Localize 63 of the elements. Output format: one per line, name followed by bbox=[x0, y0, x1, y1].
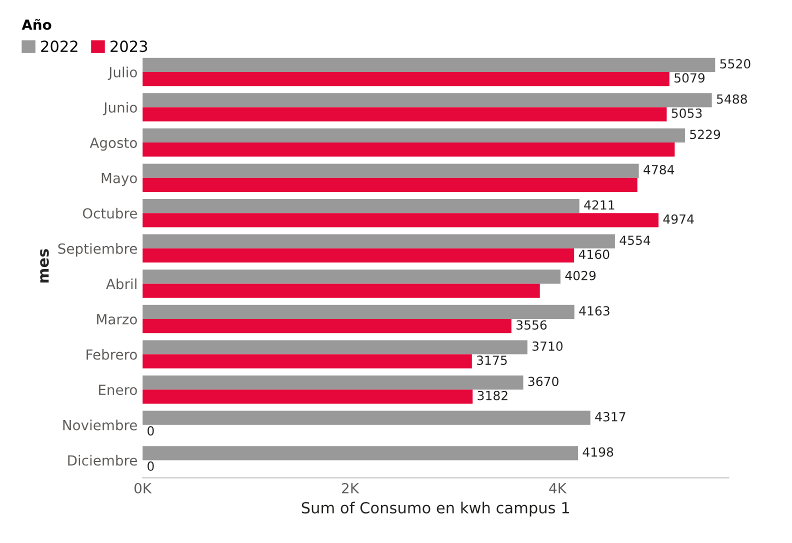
bar bbox=[142, 213, 659, 228]
bar bbox=[142, 319, 512, 334]
data-label: 4163 bbox=[579, 306, 610, 316]
bar bbox=[142, 234, 615, 248]
x-tick-label: 0K bbox=[134, 482, 152, 494]
legend-title: Año bbox=[22, 18, 52, 30]
legend-label: 2022 bbox=[41, 40, 78, 52]
bar bbox=[142, 390, 473, 404]
data-label: 5229 bbox=[690, 130, 720, 140]
y-tick-label: Marzo bbox=[97, 314, 137, 324]
bar bbox=[142, 164, 639, 178]
data-label: 4160 bbox=[578, 250, 610, 260]
data-label: 5053 bbox=[672, 108, 702, 118]
y-axis-title: mes bbox=[40, 249, 49, 282]
bar bbox=[142, 128, 685, 143]
data-label: 3175 bbox=[477, 356, 507, 365]
bar bbox=[142, 284, 540, 298]
data-label: 3710 bbox=[532, 341, 563, 351]
y-tick-label: Mayo bbox=[102, 172, 137, 186]
bar bbox=[142, 178, 638, 192]
data-label: 4784 bbox=[644, 164, 674, 174]
bar bbox=[142, 248, 574, 263]
data-label: 0 bbox=[148, 426, 154, 436]
bar bbox=[142, 142, 675, 157]
x-axis-title: Sum of Consumo en kwh campus 1 bbox=[302, 502, 569, 516]
bar bbox=[142, 304, 574, 320]
y-tick-label: Abril bbox=[106, 278, 136, 290]
bar bbox=[142, 410, 590, 425]
x-tick-label: 4K bbox=[549, 483, 567, 494]
data-label: 3556 bbox=[516, 320, 547, 330]
y-tick-label: Junio bbox=[102, 102, 137, 116]
data-label: 4554 bbox=[620, 236, 650, 245]
bar bbox=[142, 446, 578, 460]
data-label: 5079 bbox=[674, 73, 705, 83]
y-tick-label: Octubre bbox=[82, 208, 137, 219]
y-tick-label: Diciembre bbox=[68, 454, 137, 466]
data-label: 5520 bbox=[720, 59, 750, 69]
bar bbox=[142, 72, 670, 86]
y-tick-label: Noviembre bbox=[63, 420, 137, 430]
data-label: 4974 bbox=[663, 214, 694, 224]
y-tick-label: Julio bbox=[108, 66, 137, 80]
x-tick-label: 2K bbox=[342, 482, 360, 494]
data-label: 4198 bbox=[582, 447, 614, 457]
bar bbox=[142, 58, 716, 72]
bar bbox=[142, 199, 580, 214]
bar bbox=[142, 354, 472, 368]
y-tick-label: Agosto bbox=[90, 138, 137, 151]
legend-label: 2023 bbox=[110, 40, 148, 52]
y-tick-label: Febrero bbox=[86, 349, 137, 360]
data-label: 0 bbox=[148, 461, 154, 471]
data-label: 3670 bbox=[528, 376, 558, 386]
bar bbox=[142, 375, 524, 390]
data-label: 5488 bbox=[716, 94, 747, 104]
y-tick-label: Enero bbox=[99, 384, 137, 396]
y-tick-label: Septiembre bbox=[58, 243, 137, 257]
bar bbox=[142, 340, 528, 354]
bar bbox=[142, 107, 667, 122]
bar bbox=[142, 93, 712, 108]
data-label: 3182 bbox=[478, 390, 508, 400]
data-label: 4029 bbox=[565, 270, 596, 280]
data-label: 4317 bbox=[595, 412, 626, 422]
bar bbox=[142, 270, 560, 284]
data-label: 4211 bbox=[584, 200, 614, 210]
